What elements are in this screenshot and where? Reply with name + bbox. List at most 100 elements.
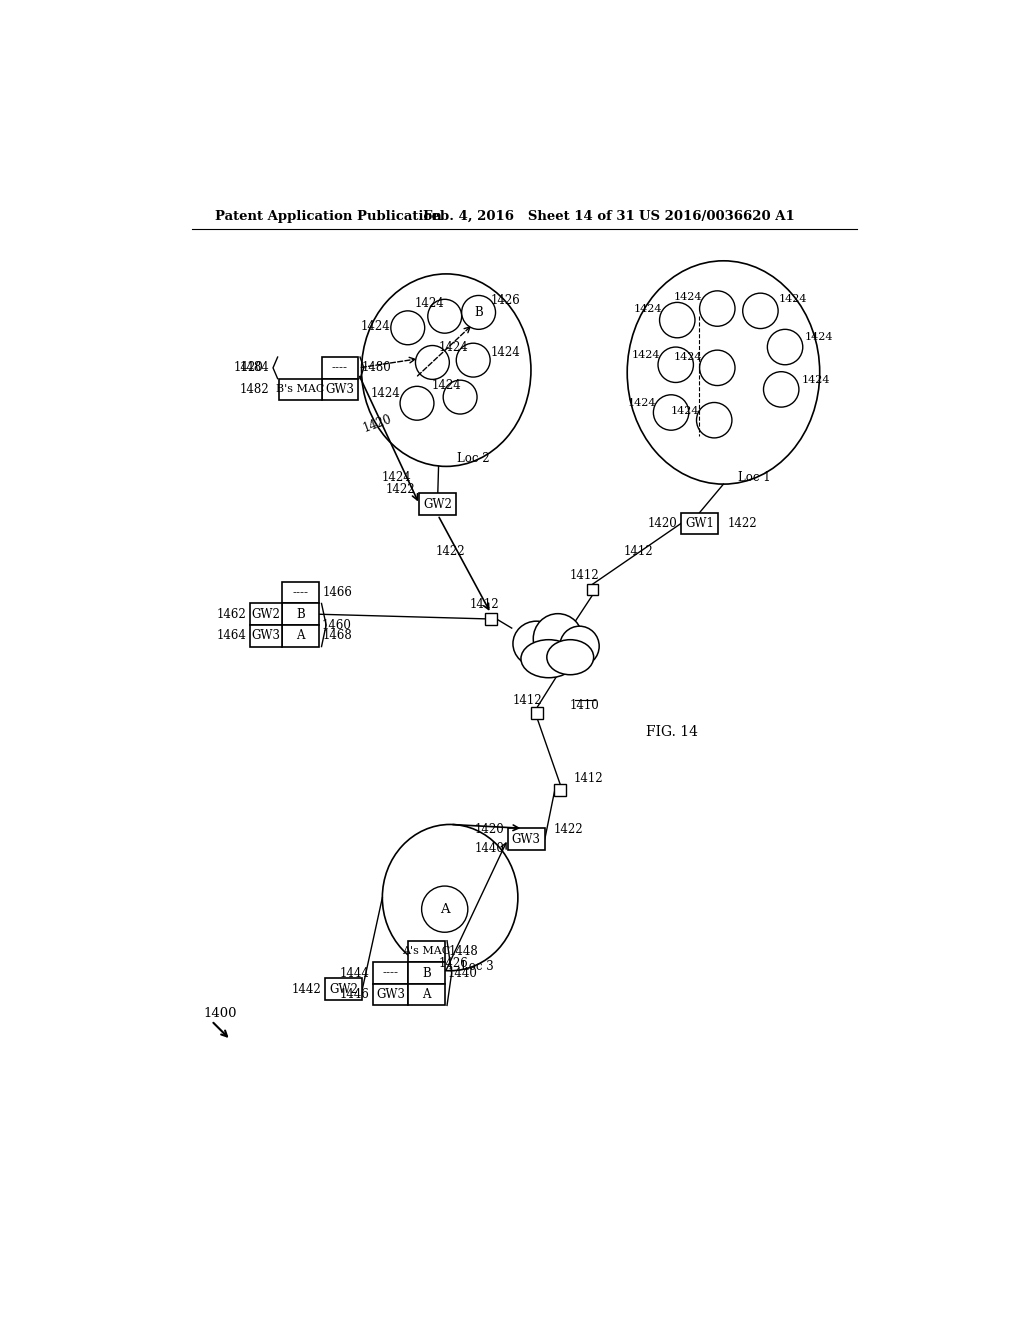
Circle shape [457, 343, 490, 378]
Circle shape [428, 300, 462, 333]
Text: Loc 3: Loc 3 [461, 961, 494, 973]
Bar [283, 582, 319, 603]
Text: 1424: 1424 [439, 341, 469, 354]
Circle shape [767, 330, 803, 364]
Circle shape [659, 302, 695, 338]
Text: 1422: 1422 [727, 517, 757, 529]
Circle shape [699, 350, 735, 385]
Bar [326, 978, 362, 1001]
Circle shape [699, 290, 735, 326]
Circle shape [443, 380, 477, 414]
Text: 1424: 1424 [490, 346, 520, 359]
Circle shape [742, 293, 778, 329]
Text: 1422: 1422 [435, 545, 465, 557]
Text: 1422: 1422 [554, 824, 584, 837]
Text: 1424: 1424 [802, 375, 830, 385]
Text: 1410: 1410 [570, 698, 600, 711]
Text: 1442: 1442 [292, 982, 322, 995]
Circle shape [764, 372, 799, 407]
Text: 1400: 1400 [204, 1007, 238, 1019]
Text: B's MAC: B's MAC [275, 384, 325, 395]
Text: 1484: 1484 [240, 362, 269, 375]
Ellipse shape [361, 275, 531, 466]
Text: 1440: 1440 [474, 842, 504, 855]
Text: 1424: 1424 [674, 292, 701, 302]
Text: 1440: 1440 [447, 966, 477, 979]
Bar [322, 379, 358, 400]
Text: 1412: 1412 [570, 569, 600, 582]
Bar [250, 626, 283, 647]
Text: A: A [440, 903, 450, 916]
Text: GW2: GW2 [252, 607, 281, 620]
Bar [408, 983, 444, 1006]
Text: B: B [474, 306, 483, 319]
Text: 1482: 1482 [240, 383, 269, 396]
Text: 1424: 1424 [632, 350, 660, 360]
Circle shape [416, 346, 450, 379]
Text: GW3: GW3 [376, 989, 404, 1001]
Bar [408, 962, 444, 983]
Text: 1448: 1448 [449, 945, 478, 958]
Text: 1412: 1412 [574, 772, 604, 785]
Text: 1426: 1426 [439, 957, 469, 970]
Ellipse shape [560, 626, 599, 667]
Bar [373, 962, 408, 983]
Circle shape [400, 387, 434, 420]
Text: 1422: 1422 [386, 483, 416, 496]
Text: 1480: 1480 [362, 362, 392, 375]
Text: 1424: 1424 [415, 297, 444, 310]
Ellipse shape [521, 640, 577, 677]
Text: FIG. 14: FIG. 14 [646, 725, 698, 739]
Circle shape [696, 403, 732, 438]
Text: 1420: 1420 [474, 824, 504, 837]
Text: A: A [297, 630, 305, 643]
Bar [531, 708, 543, 718]
Bar [587, 583, 598, 595]
Text: 1424: 1424 [382, 471, 412, 484]
Text: 1412: 1412 [624, 545, 653, 557]
Text: 1464: 1464 [216, 630, 246, 643]
Text: A's MAC: A's MAC [402, 946, 451, 957]
Text: 1412: 1412 [513, 694, 543, 708]
Ellipse shape [513, 622, 560, 667]
Bar [681, 512, 718, 535]
Circle shape [462, 296, 496, 330]
Text: 1424: 1424 [634, 305, 662, 314]
Text: Patent Application Publication: Patent Application Publication [215, 210, 442, 223]
Text: Loc 2: Loc 2 [457, 453, 489, 465]
Text: GW2: GW2 [423, 498, 453, 511]
Circle shape [658, 347, 693, 383]
Text: 1462: 1462 [216, 607, 246, 620]
Text: GW3: GW3 [512, 833, 541, 846]
Bar [408, 941, 444, 962]
Text: 1420: 1420 [647, 517, 677, 529]
Bar [283, 603, 319, 626]
Text: GW3: GW3 [252, 630, 281, 643]
Text: 1424: 1424 [804, 333, 833, 342]
Ellipse shape [382, 825, 518, 970]
Bar [419, 494, 457, 515]
Bar [554, 784, 566, 796]
Text: A: A [422, 989, 430, 1001]
Text: 1424: 1424 [674, 352, 701, 362]
Bar [280, 379, 322, 400]
Ellipse shape [628, 261, 819, 484]
Bar [250, 603, 283, 626]
Text: ----: ---- [332, 362, 348, 375]
Bar [373, 983, 408, 1006]
Text: GW3: GW3 [326, 383, 354, 396]
Text: ----: ---- [382, 966, 398, 979]
Circle shape [391, 312, 425, 345]
Text: 1412: 1412 [470, 598, 500, 611]
Text: US 2016/0036620 A1: US 2016/0036620 A1 [639, 210, 795, 223]
Text: Feb. 4, 2016   Sheet 14 of 31: Feb. 4, 2016 Sheet 14 of 31 [423, 210, 635, 223]
Text: B: B [422, 966, 431, 979]
Text: 1424: 1424 [671, 407, 698, 416]
Text: 1424: 1424 [779, 293, 807, 304]
Text: 1424: 1424 [371, 387, 400, 400]
Text: ----: ---- [293, 586, 308, 599]
Text: 1466: 1466 [323, 586, 353, 599]
Ellipse shape [534, 614, 583, 664]
Bar [485, 612, 497, 624]
Ellipse shape [547, 640, 594, 675]
